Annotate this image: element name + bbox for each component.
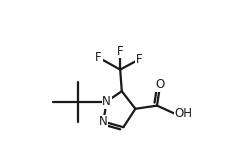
Text: N: N	[99, 115, 108, 128]
Text: N: N	[102, 95, 111, 108]
Text: F: F	[117, 45, 124, 58]
Text: O: O	[156, 78, 165, 91]
Text: F: F	[95, 51, 102, 64]
Text: OH: OH	[175, 107, 193, 120]
Text: F: F	[136, 53, 143, 66]
